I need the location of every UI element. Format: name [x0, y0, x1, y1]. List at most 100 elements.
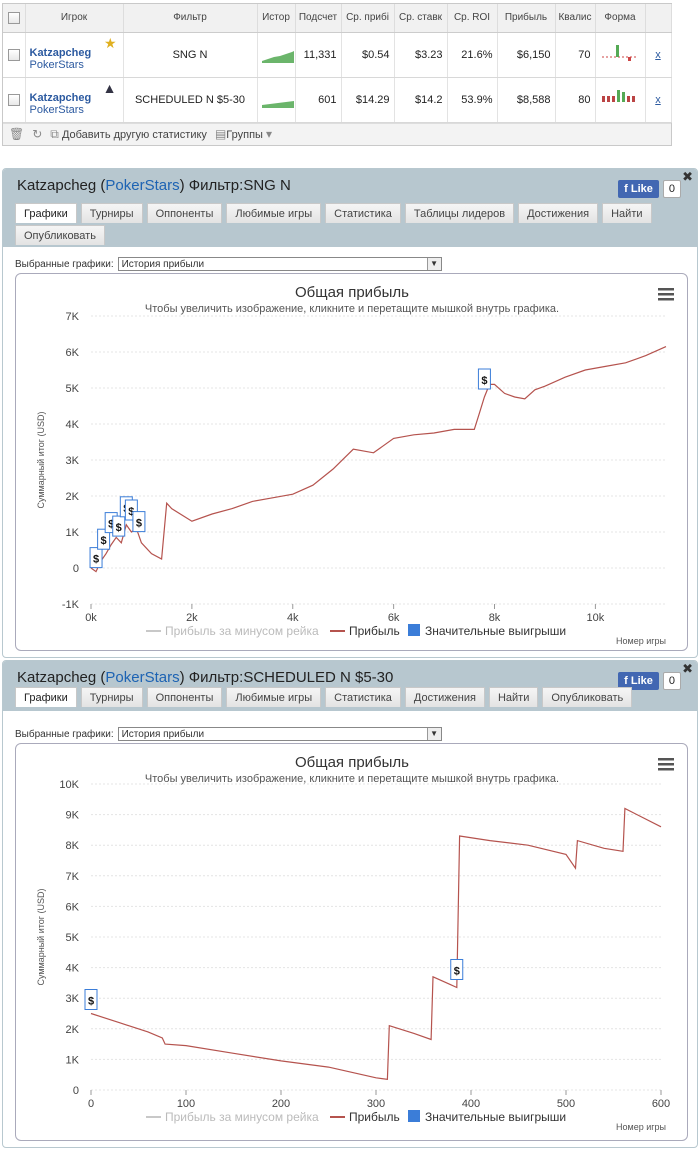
- chart-title: Общая прибыль: [295, 284, 409, 301]
- trash-icon[interactable]: 🗑: [9, 127, 25, 141]
- tab-charts[interactable]: Графики: [15, 203, 77, 223]
- close-icon[interactable]: ✖: [682, 661, 693, 676]
- col-avg-profit[interactable]: Ср. прибі: [341, 4, 395, 33]
- tab-tournaments[interactable]: Турниры: [80, 687, 143, 707]
- y-tick-label: 1K: [66, 1054, 80, 1066]
- col-form[interactable]: Форма: [595, 4, 646, 33]
- tab-publish[interactable]: Опубликовать: [542, 687, 633, 707]
- x-tick-label: 200: [272, 1098, 290, 1110]
- player-name-link[interactable]: Katzapcheg: [29, 91, 92, 104]
- col-qualif[interactable]: Квалис: [555, 4, 596, 33]
- facebook-icon: f: [624, 183, 631, 195]
- remove-row-link[interactable]: x: [645, 77, 672, 123]
- x-tick-label: 100: [177, 1098, 195, 1110]
- col-player[interactable]: Игрок: [25, 4, 124, 33]
- col-profit[interactable]: Прибыль: [497, 4, 556, 33]
- panel-title: Katzapcheg (PokerStars) Фильтр:SCHEDULED…: [17, 669, 394, 686]
- profit-chart-scheduled[interactable]: Общая прибыль Чтобы увеличить изображение…: [16, 744, 687, 1140]
- tab-tournaments[interactable]: Турниры: [80, 203, 143, 223]
- legend-profit-label: Прибыль: [349, 624, 400, 638]
- count-cell: 601: [295, 77, 342, 123]
- row-checkbox[interactable]: [3, 77, 26, 123]
- add-stats-button[interactable]: ⧉ Добавить другую статистику: [50, 126, 207, 141]
- panel-header: Katzapcheg (PokerStars) Фильтр:SCHEDULED…: [3, 661, 697, 711]
- copy-icon: ⧉: [50, 126, 59, 141]
- panel-title: Katzapcheg (PokerStars) Фильтр:SNG N: [17, 177, 291, 194]
- chevron-down-icon: ▼: [426, 258, 441, 270]
- y-tick-label: 0: [73, 563, 79, 575]
- tab-favorite-games[interactable]: Любимые игры: [226, 687, 322, 707]
- tab-find[interactable]: Найти: [488, 687, 539, 707]
- y-axis-label: Суммарный итог (USD): [36, 411, 46, 508]
- profit-series-line: [90, 346, 667, 573]
- y-tick-label: 1K: [66, 527, 80, 539]
- refresh-icon[interactable]: ↻: [32, 127, 43, 141]
- player-panel-scheduled: Katzapcheg (PokerStars) Фильтр:SCHEDULED…: [2, 660, 698, 1148]
- col-count[interactable]: Подсчет: [295, 4, 342, 33]
- table-row: ▲ Katzapcheg PokerStars SCHEDULED N $5-3…: [3, 77, 672, 123]
- chart-chooser: Выбранные графики: История прибыли ▼: [15, 727, 442, 741]
- close-icon[interactable]: ✖: [682, 169, 693, 184]
- y-tick-label: 7K: [66, 311, 80, 323]
- tab-leaderboards[interactable]: Таблицы лидеров: [404, 203, 515, 223]
- x-tick-label: 0: [88, 1098, 94, 1110]
- player-name-link[interactable]: Katzapcheg: [29, 46, 92, 59]
- y-tick-label: 7K: [66, 871, 80, 883]
- groups-dropdown[interactable]: ▤Группы ▾: [214, 127, 273, 141]
- panel-tabs: Графики Турниры Оппоненты Любимые игры С…: [15, 687, 665, 707]
- remove-row-link[interactable]: x: [645, 32, 672, 78]
- tab-statistics[interactable]: Статистика: [325, 687, 401, 707]
- chart-select[interactable]: История прибыли ▼: [117, 257, 442, 271]
- legend-bigwin-swatch: [408, 624, 420, 636]
- profit-chart-sng[interactable]: Общая прибыль Чтобы увеличить изображение…: [16, 274, 687, 650]
- y-tick-label: 4K: [66, 963, 80, 975]
- col-filter[interactable]: Фильтр: [123, 4, 258, 33]
- avg-roi-cell: 21.6%: [447, 32, 498, 78]
- avg-profit-cell: $14.29: [341, 77, 395, 123]
- tab-publish[interactable]: Опубликовать: [15, 225, 105, 245]
- col-avg-roi[interactable]: Ср. ROI: [447, 4, 498, 33]
- y-tick-label: 4K: [66, 419, 80, 431]
- menu-icon: [658, 288, 674, 291]
- count-cell: 11,331: [295, 32, 342, 78]
- y-tick-label: 10K: [59, 779, 79, 791]
- history-sparkline: [257, 32, 296, 78]
- col-history[interactable]: Истор: [257, 4, 296, 33]
- tab-favorite-games[interactable]: Любимые игры: [226, 203, 322, 223]
- big-win-marker: [84, 989, 98, 1010]
- big-win-marker-label: $: [108, 519, 114, 531]
- menu-icon: [658, 768, 674, 771]
- facebook-like-button[interactable]: f Like: [618, 672, 659, 690]
- facebook-like-button[interactable]: f Like: [618, 180, 659, 198]
- stats-table-container: Игрок Фильтр Истор Подсчет Ср. прибі Ср.…: [2, 3, 672, 146]
- tab-opponents[interactable]: Оппоненты: [146, 687, 223, 707]
- avg-stake-cell: $14.2: [394, 77, 448, 123]
- chart-subtitle: Чтобы увеличить изображение, кликните и …: [145, 773, 559, 785]
- chooser-label: Выбранные графики:: [15, 258, 114, 270]
- select-all-checkbox[interactable]: [3, 4, 26, 33]
- panel-site-link[interactable]: PokerStars: [105, 669, 180, 686]
- tab-find[interactable]: Найти: [602, 203, 652, 223]
- row-checkbox[interactable]: [3, 32, 26, 78]
- tab-charts[interactable]: Графики: [15, 687, 77, 707]
- qualif-cell: 80: [555, 77, 596, 123]
- profit-cell: $6,150: [497, 32, 556, 78]
- profit-cell: $8,588: [497, 77, 556, 123]
- avg-roi-cell: 53.9%: [447, 77, 498, 123]
- x-tick-label: 10k: [587, 612, 605, 624]
- tab-opponents[interactable]: Оппоненты: [146, 203, 223, 223]
- big-win-marker: [132, 511, 146, 533]
- col-avg-stake[interactable]: Ср. ставк: [394, 4, 448, 33]
- y-tick-label: 9K: [66, 810, 80, 822]
- y-tick-label: 5K: [66, 383, 80, 395]
- tab-achievements[interactable]: Достижения: [518, 203, 599, 223]
- player-site-link[interactable]: PokerStars: [29, 103, 84, 116]
- chart-select[interactable]: История прибыли ▼: [117, 727, 442, 741]
- tab-statistics[interactable]: Статистика: [325, 203, 401, 223]
- tab-achievements[interactable]: Достижения: [404, 687, 485, 707]
- legend-bigwin-label: Значительные выигрыши: [425, 624, 566, 638]
- menu-icon: [658, 298, 674, 301]
- big-win-marker-label: $: [481, 375, 487, 387]
- player-site-link[interactable]: PokerStars: [29, 58, 84, 71]
- panel-site-link[interactable]: PokerStars: [105, 177, 180, 194]
